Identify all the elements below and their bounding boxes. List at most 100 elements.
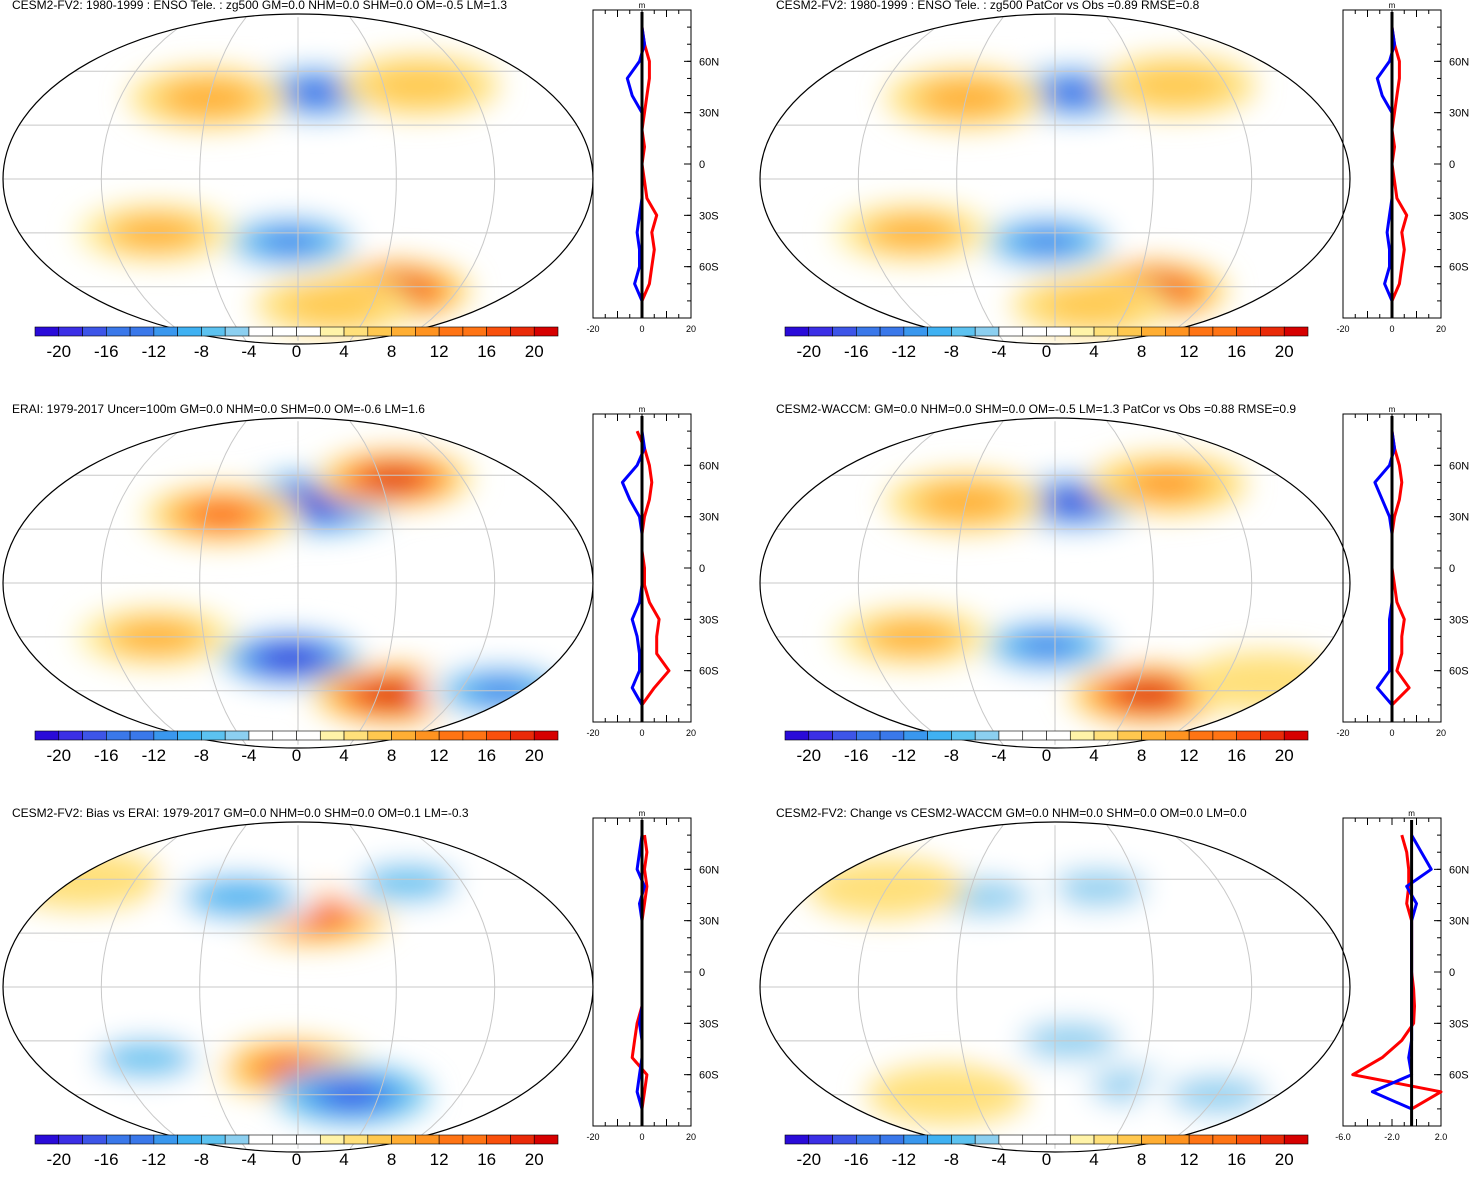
- colorbar-box: [1236, 1134, 1261, 1145]
- colorbar-box: [1188, 326, 1214, 337]
- profile-x-tick: 20: [1436, 728, 1446, 738]
- colorbar-label: -4: [991, 342, 1006, 361]
- profile-x-tick: -2.0: [1384, 1132, 1400, 1142]
- colorbar-box: [951, 1134, 976, 1145]
- colorbar-label: -20: [796, 1150, 821, 1169]
- profile-x-tick: 20: [686, 1132, 696, 1142]
- latitude-label: 60S: [1449, 262, 1469, 274]
- colorbar-box: [1283, 730, 1309, 741]
- colorbar-box: [903, 326, 928, 337]
- profile-x-tick: 0: [639, 1132, 644, 1142]
- latitude-label: 30S: [699, 210, 719, 222]
- longitude-line: [401, 420, 496, 746]
- colorbar-box: [153, 730, 178, 741]
- colorbar-box: [533, 730, 559, 741]
- colorbar-box: [879, 326, 905, 337]
- colorbar-label: -4: [241, 746, 256, 765]
- colorbar-box: [1141, 730, 1166, 741]
- colorbar-label: 4: [1089, 1150, 1098, 1169]
- latitude-label: 30S: [1449, 614, 1469, 626]
- profile-unit: m: [639, 1, 646, 10]
- anomaly-contour: [1019, 231, 1076, 253]
- colorbar-box: [82, 1134, 107, 1145]
- colorbar-box: [927, 1134, 952, 1145]
- colorbar-label: -20: [46, 342, 71, 361]
- colorbar-box: [784, 326, 810, 337]
- profile-x-tick: 20: [686, 324, 696, 334]
- latitude-label: 30S: [1449, 1018, 1469, 1030]
- profile-unit: m: [1389, 405, 1396, 414]
- map-border: [759, 417, 1351, 749]
- colorbar-box: [486, 1134, 511, 1145]
- colorbar-box: [879, 730, 905, 741]
- panel-1: CESM2-FV2: 1980-1999 : ENSO Tele. : zg50…: [0, 0, 733, 380]
- longitude-line: [100, 420, 195, 746]
- colorbar-box: [1260, 326, 1285, 337]
- panel-title: ERAI: 1979-2017 Uncer=100m GM=0.0 NHM=0.…: [12, 402, 425, 416]
- colorbar-box: [832, 1134, 857, 1145]
- colorbar-box: [1046, 1134, 1071, 1145]
- colorbar-box: [856, 730, 881, 741]
- colorbar-label: 20: [525, 746, 544, 765]
- profile-x-tick: -20: [586, 324, 599, 334]
- longitude-line: [199, 421, 247, 745]
- colorbar-box: [34, 1134, 60, 1145]
- colorbar-label: 16: [477, 1150, 496, 1169]
- colorbar-box: [415, 730, 440, 741]
- profile-x-tick: 0: [1389, 728, 1394, 738]
- positive-anomaly-profile: [1390, 26, 1409, 302]
- colorbar-box: [1283, 326, 1309, 337]
- colorbar-box: [367, 326, 392, 337]
- positive-anomaly-profile: [1351, 834, 1443, 1111]
- panel-graphics: -20 -16 -12 -8 -4 0 4 8 12 16 20 60N 30N 0 30S 60S m -20 0…: [2, 405, 719, 765]
- colorbar-box: [34, 326, 60, 337]
- colorbar-box: [533, 1134, 559, 1145]
- anomaly-contour: [1051, 84, 1097, 102]
- anomaly-contour: [204, 883, 276, 911]
- latitude-label: 30N: [1449, 916, 1469, 928]
- colorbar-box: [82, 730, 107, 741]
- negative-anomaly-profile: [1370, 834, 1433, 1111]
- colorbar-label: 20: [1275, 746, 1294, 765]
- colorbar-label: -8: [944, 1150, 959, 1169]
- longitude-line: [1106, 17, 1154, 341]
- colorbar-box: [808, 1134, 833, 1145]
- panel-graphics: -20 -16 -12 -8 -4 0 4 8 12 16 20 60N 30N 0 30S 60S m -20 0…: [759, 405, 1469, 765]
- colorbar-box: [106, 326, 131, 337]
- colorbar-box: [974, 730, 1000, 741]
- colorbar: -20 -16 -12 -8 -4 0 4 8 12 16 20: [784, 730, 1309, 765]
- colorbar-box: [998, 1134, 1024, 1145]
- colorbar-label: 12: [430, 342, 449, 361]
- longitude-line: [401, 16, 496, 342]
- map-border: [759, 13, 1351, 345]
- longitude-line: [349, 825, 397, 1149]
- latitude-label: 30N: [699, 512, 719, 524]
- colorbar: -20 -16 -12 -8 -4 0 4 8 12 16 20: [34, 326, 559, 361]
- colorbar-box: [1069, 730, 1095, 741]
- colorbar-box: [879, 1134, 905, 1145]
- colorbar-label: 0: [1042, 1150, 1051, 1169]
- colorbar-box: [1069, 1134, 1095, 1145]
- colorbar-label: 16: [1227, 1150, 1246, 1169]
- colorbar-box: [1093, 1134, 1119, 1145]
- colorbar-box: [153, 1134, 178, 1145]
- colorbar-box: [974, 1134, 1000, 1145]
- zonal-profile: 60N 30N 0 30S 60S m -20 0 20: [586, 405, 719, 738]
- colorbar-label: -12: [892, 1150, 917, 1169]
- longitude-line: [956, 17, 1004, 341]
- colorbar-box: [832, 326, 857, 337]
- profile-x-tick: 20: [1436, 324, 1446, 334]
- colorbar-box: [343, 326, 369, 337]
- latitude-label: 0: [1449, 563, 1455, 575]
- latitude-label: 60N: [1449, 460, 1469, 472]
- colorbar-label: 16: [1227, 342, 1246, 361]
- colorbar: -20 -16 -12 -8 -4 0 4 8 12 16 20: [784, 1134, 1309, 1169]
- colorbar-box: [832, 730, 857, 741]
- latitude-label: 30S: [1449, 210, 1469, 222]
- colorbar-label: 20: [525, 342, 544, 361]
- colorbar-label: -12: [142, 1150, 167, 1169]
- anomaly-contour: [262, 231, 319, 253]
- colorbar-box: [201, 326, 226, 337]
- profile-x-tick: -20: [586, 1132, 599, 1142]
- colorbar-box: [486, 326, 511, 337]
